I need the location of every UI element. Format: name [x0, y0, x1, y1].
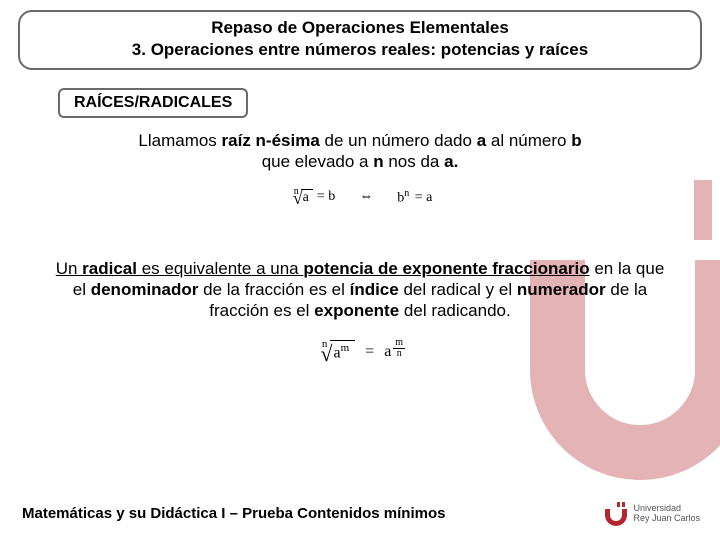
- text: de la fracción es el: [198, 280, 349, 299]
- keyword-radical: radical: [82, 259, 137, 278]
- text: del radical y el: [399, 280, 517, 299]
- fractional-power: a m n: [384, 342, 405, 363]
- text: Llamamos: [138, 131, 221, 150]
- text: que elevado a: [262, 152, 374, 171]
- formula-root-definition: n √ a = b ⇔ bn = a: [50, 187, 670, 208]
- text: de un número dado: [320, 131, 477, 150]
- fraction-exponent: m n: [393, 338, 405, 359]
- logo-line2: Rey Juan Carlos: [633, 514, 700, 524]
- logo-mark: [605, 502, 627, 526]
- university-logo: Universidad Rey Juan Carlos: [605, 502, 700, 526]
- keyword-raiz: raíz n-ésima: [222, 131, 320, 150]
- keyword-denominador: denominador: [91, 280, 199, 299]
- keyword-n: n: [373, 152, 383, 171]
- text: del radicando.: [399, 301, 511, 320]
- exponent: m: [341, 342, 350, 354]
- nth-root: n √ a = b: [288, 187, 336, 208]
- equals: =: [365, 343, 374, 361]
- text: nos da: [384, 152, 445, 171]
- text: al número: [486, 131, 571, 150]
- title-line1: Repaso de Operaciones Elementales: [30, 18, 690, 38]
- footer-text: Matemáticas y su Didáctica I – Prueba Co…: [22, 505, 445, 522]
- formula-fractional-exponent: n √ am = a m n: [50, 339, 670, 365]
- power-expression: bn = a: [397, 188, 432, 207]
- iff-arrow: ⇔: [359, 189, 373, 205]
- title-line2: 3. Operaciones entre números reales: pot…: [30, 40, 690, 60]
- denominator: n: [393, 349, 405, 359]
- radical-symbol: √: [320, 341, 332, 367]
- base: a: [333, 344, 340, 361]
- exponent: n: [404, 188, 409, 199]
- radical-symbol: √: [293, 188, 303, 209]
- definition-paragraph: Llamamos raíz n-ésima de un número dado …: [50, 130, 670, 173]
- text: Un: [56, 259, 82, 278]
- equals-a: = a: [415, 190, 433, 205]
- title-box: Repaso de Operaciones Elementales 3. Ope…: [18, 10, 702, 70]
- keyword-exponente: exponente: [314, 301, 399, 320]
- content-area: Llamamos raíz n-ésima de un número dado …: [50, 130, 670, 365]
- section-label: RAÍCES/RADICALES: [58, 88, 248, 118]
- keyword-a2: a.: [444, 152, 458, 171]
- equals-b: = b: [317, 189, 335, 205]
- keyword-potencia: potencia de exponente fraccionario: [303, 259, 589, 278]
- base: a: [384, 343, 391, 361]
- logo-text: Universidad Rey Juan Carlos: [633, 504, 700, 524]
- nth-root-power: n √ am: [315, 339, 355, 365]
- keyword-numerador: numerador: [517, 280, 606, 299]
- keyword-b: b: [571, 131, 581, 150]
- keyword-a: a: [477, 131, 486, 150]
- radicand-power: am: [330, 340, 355, 365]
- text: es equivalente a una: [137, 259, 303, 278]
- equivalence-paragraph: Un radical es equivalente a una potencia…: [50, 258, 670, 322]
- keyword-indice: índice: [350, 280, 399, 299]
